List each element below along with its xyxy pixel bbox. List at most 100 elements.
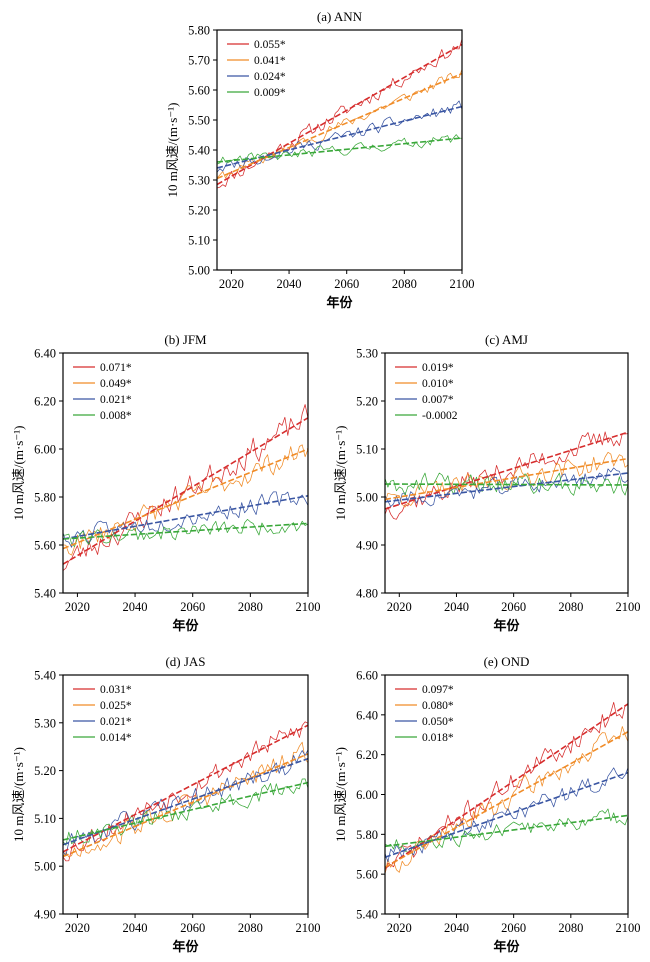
x-tick-label: 2040 (444, 921, 469, 935)
series-trend-line (385, 457, 628, 501)
y-axis-label: 10 m风速/(m·s⁻¹) (165, 103, 180, 198)
x-tick-label: 2040 (277, 277, 302, 291)
legend-label: 0.009* (254, 87, 286, 99)
series-trend-line (63, 495, 308, 540)
legend-label: 0.071* (100, 362, 132, 374)
legend-label: 0.021* (100, 716, 132, 728)
y-tick-label: 6.20 (356, 748, 378, 762)
series-annual-line (385, 767, 628, 863)
x-axis-label: 年份 (493, 939, 520, 954)
legend: 0.055* 0.041* 0.024* 0.009* (227, 39, 286, 99)
panel-c: (c) AMJ 2020 2040 2060 2080 2100 4.80 4.90 5.00 5… (333, 332, 641, 633)
y-tick-label: 5.20 (34, 764, 56, 778)
panel-d: (d) JAS 2020 2040 2060 2080 2100 4.90 5.00 5.10 5… (11, 654, 321, 954)
y-tick-label: 5.60 (188, 84, 210, 98)
y-tick-label: 6.60 (356, 669, 378, 683)
legend-label: 0.025* (100, 700, 132, 712)
y-tick-label: 5.60 (34, 539, 56, 553)
x-tick-label: 2080 (558, 600, 583, 614)
legend-label: 0.097* (422, 684, 454, 696)
series-trend-line (385, 731, 628, 868)
x-tick-label: 2040 (444, 600, 469, 614)
y-tick-label: 5.30 (356, 347, 378, 361)
x-tick-label: 2100 (616, 921, 641, 935)
y-axis-label: 10 m风速/(m·s⁻¹) (11, 426, 26, 521)
series-trend-line (63, 757, 308, 846)
y-tick-label: 6.00 (356, 788, 378, 802)
panel-title: (c) AMJ (485, 332, 528, 347)
plot-area (217, 38, 462, 189)
y-tick-label: 4.80 (356, 587, 378, 601)
x-tick-label: 2080 (558, 921, 583, 935)
series-trend-line (63, 753, 308, 858)
y-tick-label: 5.00 (34, 860, 56, 874)
x-tick-label: 2020 (219, 277, 244, 291)
legend-label: 0.008* (100, 410, 132, 422)
y-tick-label: 5.20 (356, 395, 378, 409)
y-tick-label: 5.30 (34, 716, 56, 730)
series-trend-line (63, 448, 308, 550)
panel-title: (b) JFM (164, 332, 207, 347)
plot-area (385, 701, 628, 874)
y-tick-label: 5.20 (188, 204, 210, 218)
y-axis-label: 10 m风速/(m·s⁻¹) (11, 747, 26, 842)
y-axis-label: 10 m风速/(m·s⁻¹) (333, 426, 348, 521)
series-annual-line (63, 721, 308, 862)
legend-label: 0.055* (254, 39, 286, 51)
series-annual-line (385, 431, 628, 520)
y-tick-label: 5.10 (188, 234, 210, 248)
legend-label: 0.080* (422, 700, 454, 712)
y-tick-label: 4.90 (34, 908, 56, 922)
x-tick-label: 2100 (296, 921, 321, 935)
plot-frame (62, 674, 309, 915)
y-tick-label: 5.40 (188, 144, 210, 158)
series-annual-line (385, 467, 628, 507)
y-tick-label: 5.00 (356, 491, 378, 505)
legend: 0.031* 0.025* 0.021* 0.014* (73, 684, 132, 744)
series-annual-line (63, 491, 308, 548)
y-tick-label: 5.00 (188, 264, 210, 278)
legend: 0.019* 0.010* 0.007* -0.0002 (395, 362, 458, 422)
series-annual-line (385, 726, 628, 874)
x-tick-label: 2060 (501, 921, 526, 935)
x-axis-label: 年份 (326, 295, 353, 310)
y-tick-label: 5.10 (356, 443, 378, 457)
plot-frame (384, 352, 629, 594)
panel-title: (d) JAS (165, 654, 205, 669)
x-tick-label: 2080 (392, 277, 417, 291)
series-annual-line (217, 134, 462, 165)
y-tick-label: 5.60 (356, 868, 378, 882)
series-trend-line (385, 814, 628, 848)
y-tick-label: 6.00 (34, 443, 56, 457)
legend-label: 0.049* (100, 378, 132, 390)
x-tick-label: 2080 (238, 921, 263, 935)
series-trend-line (63, 417, 308, 565)
y-tick-label: 5.40 (34, 669, 56, 683)
legend-label: 0.019* (422, 362, 454, 374)
plot-area (385, 431, 628, 520)
x-tick-label: 2100 (616, 600, 641, 614)
legend-label: 0.010* (422, 378, 454, 390)
panel-a: (a) ANN 2020 2040 2060 2080 2100 5.00 5.10 5.20 5… (165, 9, 475, 310)
x-tick-label: 2060 (180, 600, 205, 614)
x-tick-label: 2060 (334, 277, 359, 291)
x-tick-label: 2060 (180, 921, 205, 935)
series-annual-line (63, 778, 308, 846)
series-trend-line (217, 137, 462, 163)
legend-label: 0.014* (100, 732, 132, 744)
x-tick-label: 2100 (450, 277, 475, 291)
x-tick-label: 2060 (501, 600, 526, 614)
x-tick-label: 2020 (65, 600, 90, 614)
legend-label: 0.050* (422, 716, 454, 728)
plot-area (63, 721, 308, 862)
y-tick-label: 5.40 (34, 587, 56, 601)
series-trend-line (385, 483, 628, 486)
legend-label: 0.024* (254, 71, 286, 83)
legend-label: 0.041* (254, 55, 286, 67)
y-tick-label: 5.80 (34, 491, 56, 505)
series-trend-line (63, 781, 308, 841)
x-tick-label: 2040 (123, 921, 148, 935)
y-tick-label: 5.30 (188, 174, 210, 188)
y-tick-label: 6.40 (356, 708, 378, 722)
